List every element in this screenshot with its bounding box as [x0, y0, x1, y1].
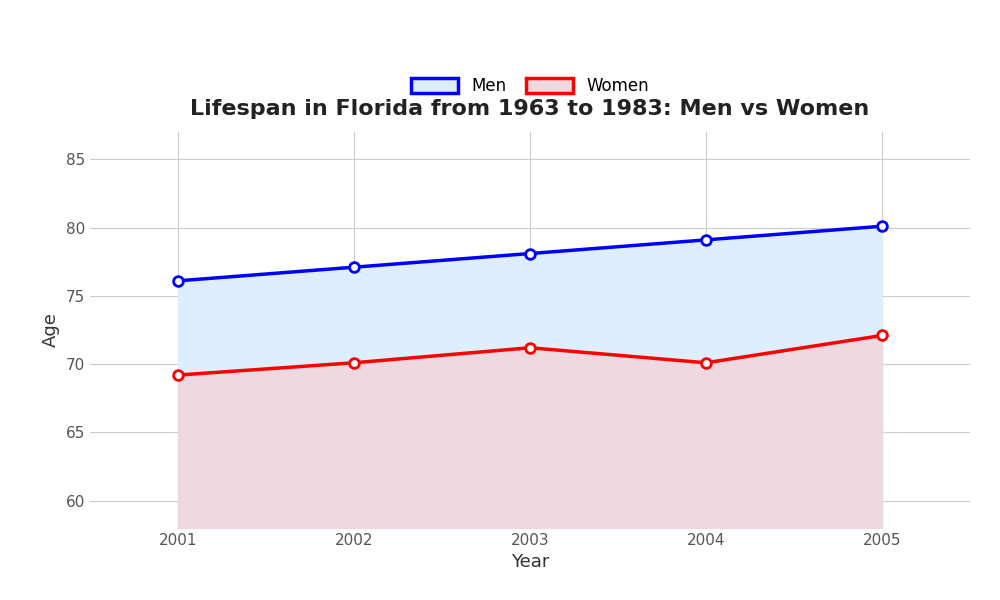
Title: Lifespan in Florida from 1963 to 1983: Men vs Women: Lifespan in Florida from 1963 to 1983: M… [190, 100, 870, 119]
X-axis label: Year: Year [511, 553, 549, 571]
Y-axis label: Age: Age [42, 313, 60, 347]
Legend: Men, Women: Men, Women [403, 69, 657, 104]
